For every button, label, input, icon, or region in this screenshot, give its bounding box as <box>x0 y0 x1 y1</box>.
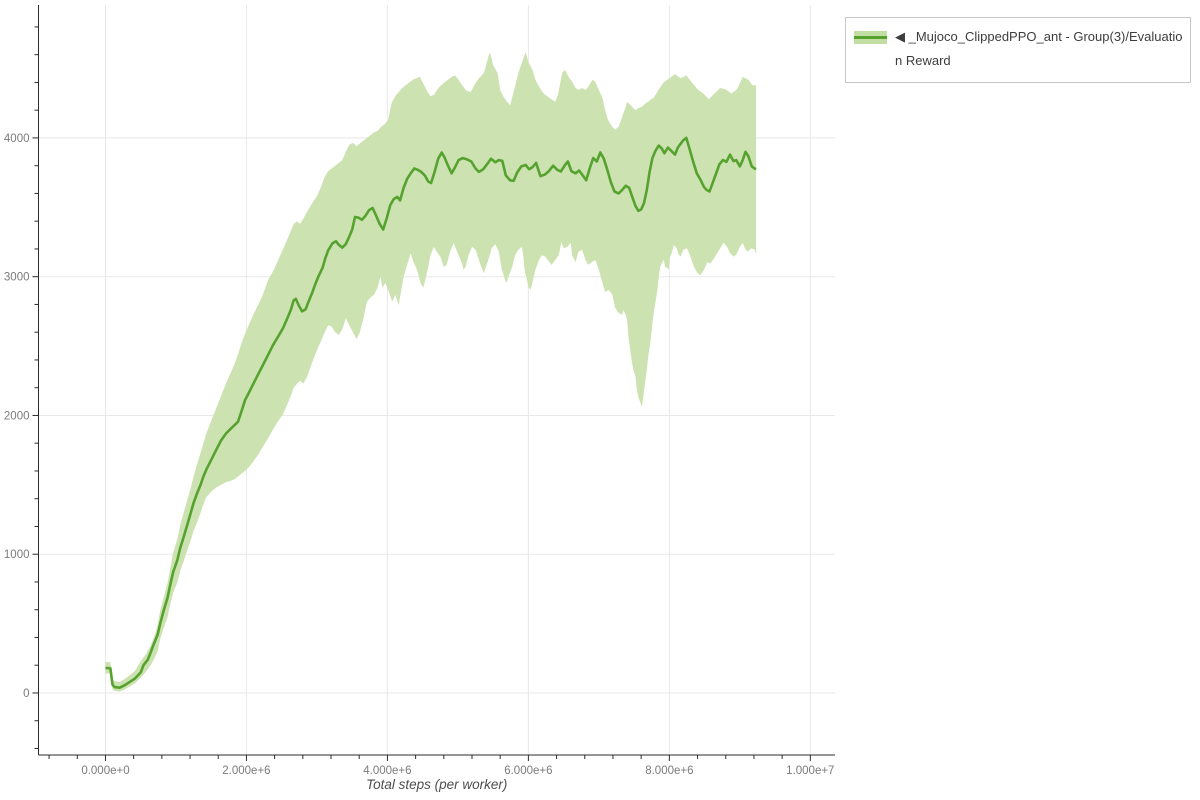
axes <box>32 5 835 761</box>
legend-label: ◀ _Mujoco_ClippedPPO_ant - Group(3)/Eval… <box>895 29 1183 68</box>
legend-swatch-icon <box>854 28 887 47</box>
y-tick-label: 4000 <box>4 133 30 145</box>
x-axis-title: Total steps (per worker) <box>366 777 507 792</box>
min-max-band <box>105 51 757 692</box>
legend-line-swatch <box>854 36 887 39</box>
y-tick-label: 1000 <box>4 549 30 561</box>
y-tick-label: 0 <box>23 688 29 700</box>
legend-item[interactable]: ◀ _Mujoco_ClippedPPO_ant - Group(3)/Eval… <box>854 25 1183 73</box>
x-tick-label: 4.000e+6 <box>363 765 411 777</box>
tick-labels: 0.000e+0 2.000e+6 4.000e+6 6.000e+6 8.000e+6… <box>4 133 835 777</box>
x-tick-label: 1.000e+7 <box>786 765 834 777</box>
mean-reward-line <box>105 136 757 690</box>
x-tick-label: 6.000e+6 <box>504 765 552 777</box>
x-tick-label: 2.000e+6 <box>222 765 270 777</box>
y-tick-label: 3000 <box>4 272 30 284</box>
legend-box: ◀ _Mujoco_ClippedPPO_ant - Group(3)/Eval… <box>845 17 1191 83</box>
x-tick-label: 0.000e+0 <box>81 765 129 777</box>
x-tick-label: 8.000e+6 <box>645 765 693 777</box>
y-tick-label: 2000 <box>4 410 30 422</box>
